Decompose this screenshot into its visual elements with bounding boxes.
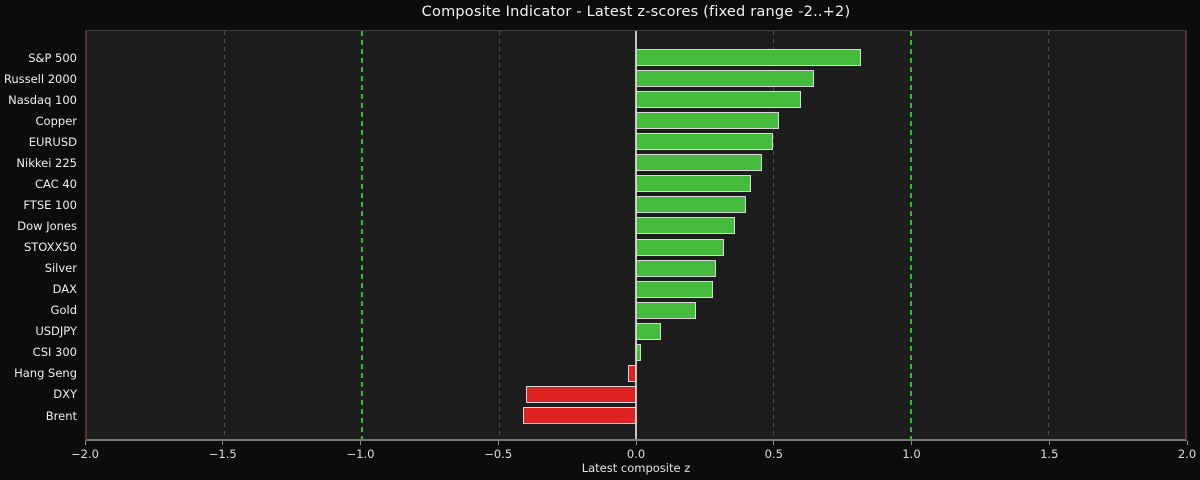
x-tick-mark <box>1186 441 1188 445</box>
bar-cac-40 <box>636 175 752 193</box>
bar-row: CAC 40 <box>35 175 1185 193</box>
zero-line <box>635 31 637 439</box>
bar-row: Nikkei 225 <box>16 154 1185 172</box>
bar-row: Gold <box>51 301 1185 319</box>
y-tick-label: FTSE 100 <box>23 197 77 212</box>
x-tick-mark <box>497 441 499 445</box>
bar-hang-seng <box>627 364 636 382</box>
x-tick-label: −1.5 <box>208 447 237 461</box>
bar-csi-300 <box>636 343 642 361</box>
bar-gold <box>636 301 697 319</box>
y-tick-label: EURUSD <box>28 134 77 149</box>
y-tick-label: USDJPY <box>35 324 77 339</box>
y-tick-label: CSI 300 <box>32 345 77 360</box>
bar-brent <box>523 407 636 425</box>
y-tick-label: Silver <box>44 261 77 276</box>
bar-row: USDJPY <box>35 322 1185 340</box>
y-tick-label: Russell 2000 <box>3 71 77 86</box>
x-tick-label: −0.5 <box>484 447 513 461</box>
bar-row: EURUSD <box>29 133 1185 151</box>
y-tick-label: Nasdaq 100 <box>8 92 77 107</box>
x-tick-mark <box>773 441 775 445</box>
x-tick-label: 0.5 <box>764 447 783 461</box>
x-tick-mark <box>222 441 224 445</box>
gridline <box>224 31 226 439</box>
y-tick-label: S&P 500 <box>28 50 77 65</box>
y-tick-label: DAX <box>52 282 77 297</box>
reference-line-plus1 <box>909 31 912 439</box>
x-tick-label: 2.0 <box>1177 447 1197 461</box>
bar-nikkei-225 <box>636 154 763 172</box>
chart-title: Composite Indicator - Latest z-scores (f… <box>421 4 851 20</box>
bar-row: STOXX50 <box>24 238 1185 256</box>
y-tick-label: Nikkei 225 <box>16 155 77 170</box>
bar-silver <box>636 259 716 277</box>
bar-row: CSI 300 <box>33 343 1185 361</box>
bar-dxy <box>526 385 636 403</box>
x-tick-mark <box>84 441 86 445</box>
x-tick-label: 0.0 <box>626 447 646 461</box>
x-tick-label: 1.5 <box>1040 447 1059 461</box>
bar-eurusd <box>636 133 774 151</box>
bar-row: Silver <box>45 259 1185 277</box>
bar-row: FTSE 100 <box>23 196 1185 214</box>
x-tick-mark <box>360 441 361 445</box>
bar-row: S&P 500 <box>28 49 1185 66</box>
bar-stoxx50 <box>636 238 724 256</box>
x-axis-label: Latest composite z <box>581 461 691 475</box>
y-tick-label: Copper <box>35 113 77 128</box>
bar-row: DAX <box>53 280 1185 298</box>
bar-dax <box>636 280 713 298</box>
bar-row: Hang Seng <box>14 364 1185 382</box>
gridline <box>498 31 500 439</box>
gridline <box>1047 31 1049 439</box>
bar-ftse-100 <box>636 196 746 214</box>
x-tick-label: 1.0 <box>902 447 921 461</box>
bar-row: Dow Jones <box>17 217 1185 235</box>
bar-usdjpy <box>636 322 661 340</box>
bar-row: Russell 2000 <box>4 70 1185 88</box>
bar-s-p-500 <box>636 49 862 66</box>
y-tick-label: Gold <box>50 303 77 318</box>
x-tick-mark <box>1048 441 1050 445</box>
y-tick-label: Hang Seng <box>14 366 77 381</box>
bar-nasdaq-100 <box>636 91 801 109</box>
x-tick-label: −2.0 <box>71 447 99 461</box>
bar-dow-jones <box>636 217 735 235</box>
x-tick-mark <box>635 441 637 445</box>
x-tick-label: −1.0 <box>346 447 375 461</box>
bar-row: Brent <box>46 407 1185 425</box>
reference-line-minus1 <box>360 31 363 439</box>
bar-row: Nasdaq 100 <box>8 91 1185 109</box>
bar-russell-2000 <box>636 70 815 88</box>
x-tick-mark <box>911 441 912 445</box>
y-tick-label: DXY <box>53 387 77 402</box>
y-tick-label: Brent <box>45 408 77 423</box>
bar-row: DXY <box>53 385 1185 403</box>
y-tick-label: CAC 40 <box>34 176 77 191</box>
gridline <box>773 31 775 439</box>
bar-row: Copper <box>36 112 1185 130</box>
plot-area: S&P 500 Russell 2000 Nasdaq 100 Copper EURUS… <box>4 30 1187 441</box>
bar-copper <box>636 112 779 130</box>
y-tick-label: STOXX50 <box>23 240 77 255</box>
y-tick-label: Dow Jones <box>17 218 77 233</box>
